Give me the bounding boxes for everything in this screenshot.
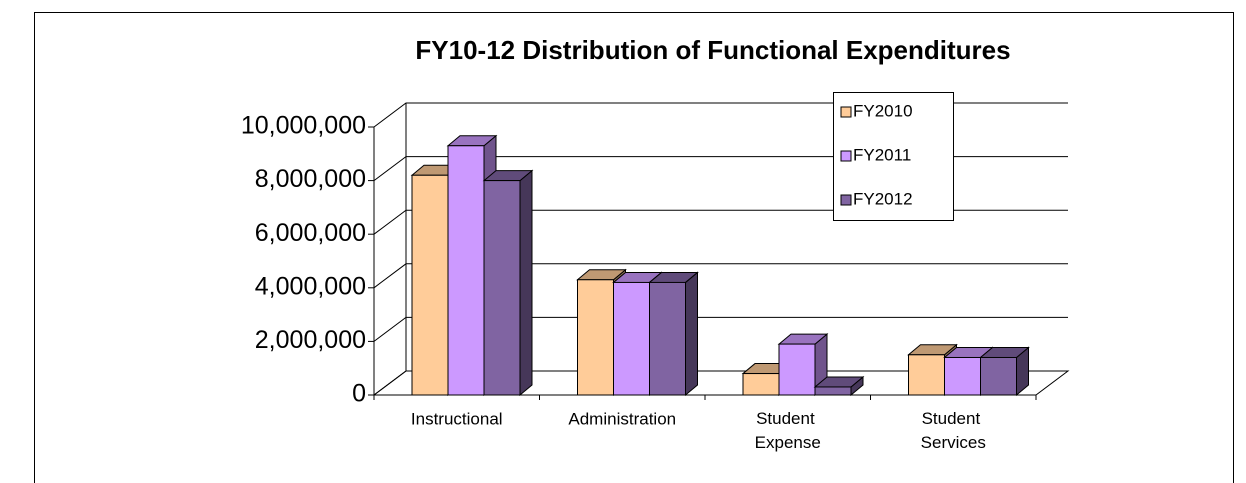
bar-front xyxy=(908,354,945,396)
y-tick-label: 0 xyxy=(352,380,366,408)
bar-front xyxy=(814,386,852,396)
x-tick-label: Student Expense xyxy=(755,409,821,452)
x-tick-label: Instructional xyxy=(411,409,503,428)
grid-line xyxy=(373,370,1068,396)
bar-side xyxy=(519,169,533,397)
grid-line xyxy=(373,316,1068,342)
frame xyxy=(34,12,1234,483)
y-tick-label: 10,000,000 xyxy=(241,112,366,140)
grid-line xyxy=(373,102,1068,128)
x-tick-label: Student Services xyxy=(921,409,986,452)
y-tick-label: 8,000,000 xyxy=(255,165,366,193)
legend-label: FY2010 xyxy=(853,101,913,120)
legend-swatch xyxy=(840,106,852,118)
bar-front xyxy=(411,174,449,396)
bar xyxy=(482,169,534,397)
bar-front xyxy=(483,180,521,396)
legend-swatch xyxy=(840,194,852,206)
bar-front xyxy=(778,343,816,396)
grid-line xyxy=(373,263,1068,289)
bar-front xyxy=(613,281,650,396)
bar-front xyxy=(447,145,485,396)
bar-side xyxy=(685,271,698,397)
y-tick-label: 6,000,000 xyxy=(255,219,366,247)
y-tick-label: 2,000,000 xyxy=(255,326,366,354)
legend-swatch xyxy=(840,150,852,162)
bar-front xyxy=(649,281,686,396)
legend-box xyxy=(833,92,954,221)
x-tick-label: Administration xyxy=(568,409,676,428)
bar xyxy=(648,271,699,397)
chart-title: FY10-12 Distribution of Functional Expen… xyxy=(415,35,1010,65)
bar-front xyxy=(577,279,614,396)
legend-label: FY2012 xyxy=(853,189,913,208)
bar-front xyxy=(980,356,1017,396)
bar-front xyxy=(944,356,981,396)
y-tick-label: 4,000,000 xyxy=(255,272,366,300)
bar xyxy=(813,375,865,397)
legend-label: FY2011 xyxy=(853,145,911,164)
bar xyxy=(979,346,1030,397)
legend: FY2010 FY2011 FY2012 xyxy=(833,92,954,221)
bar-front xyxy=(742,373,780,396)
